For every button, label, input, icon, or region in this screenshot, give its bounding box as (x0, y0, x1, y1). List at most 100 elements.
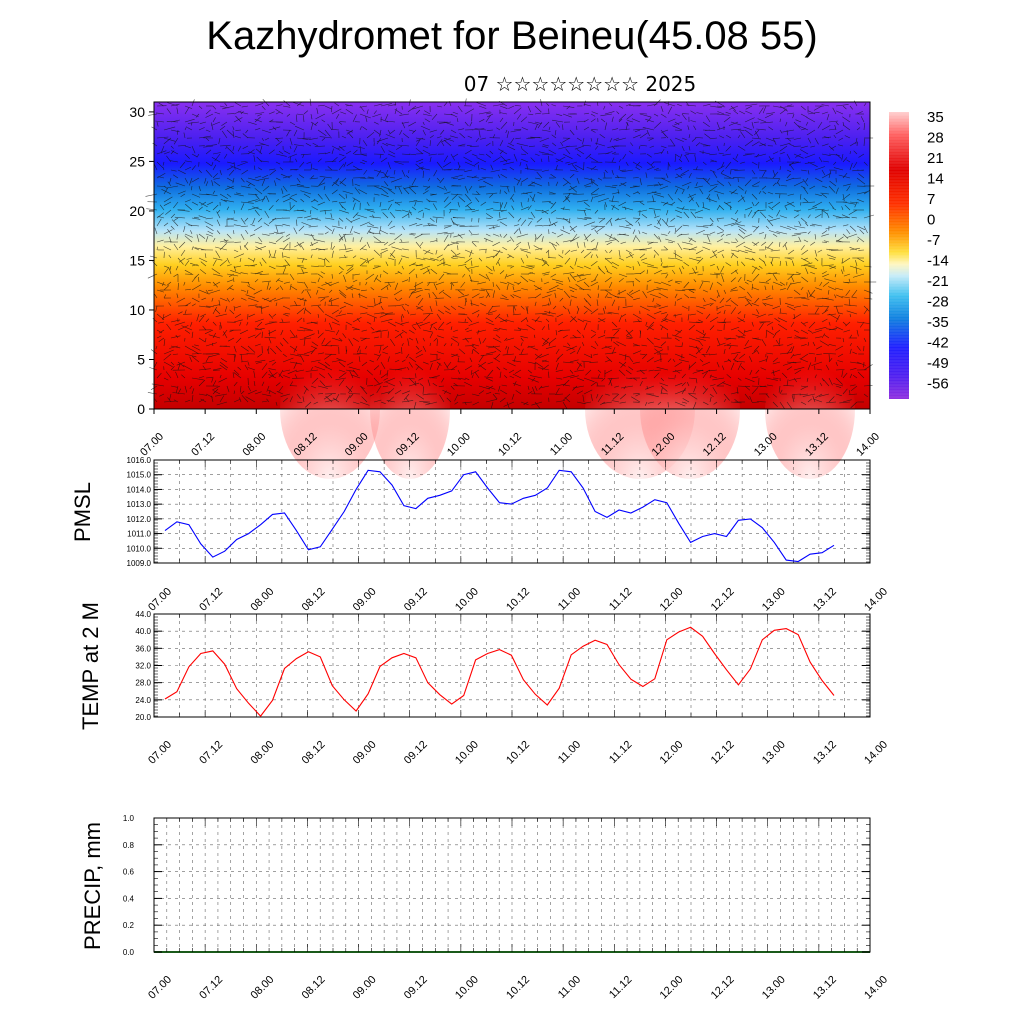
wind-vector (282, 237, 291, 243)
wind-vector (583, 353, 592, 358)
wind-vector (266, 385, 270, 392)
wind-vector (625, 103, 631, 107)
wind-vector (184, 260, 190, 267)
wind-vector (793, 214, 800, 219)
wind-vector (436, 177, 441, 182)
wind-vector (545, 318, 550, 323)
wind-vector (196, 234, 200, 243)
wind-vector (422, 170, 424, 179)
wind-vector (429, 363, 433, 371)
wind-vector (227, 337, 235, 342)
wind-vector (548, 155, 550, 163)
wind-vector (499, 202, 504, 211)
wind-vector (198, 127, 205, 131)
wind-vector (625, 219, 634, 227)
wind-vector (842, 124, 851, 131)
wind-vector (191, 353, 202, 355)
wind-vector (842, 399, 852, 403)
panel-x-tick-label: 07.12 (197, 586, 225, 614)
wind-vector (388, 188, 396, 195)
wind-vector (513, 289, 522, 293)
wind-vector (275, 235, 284, 243)
wind-vector (275, 345, 282, 353)
wind-vector (751, 287, 760, 291)
wind-vector (695, 305, 706, 309)
wind-vector (737, 362, 742, 371)
heatmap-y-tick-label: 20 (129, 203, 145, 219)
wind-vector (385, 143, 396, 147)
wind-vector (601, 377, 606, 382)
wind-vector (690, 110, 697, 115)
wind-vector (299, 161, 305, 168)
wind-vector (332, 397, 340, 403)
wind-vector (226, 166, 233, 171)
wind-vector (751, 225, 758, 228)
wind-vector (779, 281, 786, 286)
wind-vector (617, 289, 627, 295)
wind-vector (597, 153, 610, 155)
wind-vector (187, 127, 193, 131)
wind-vector (289, 121, 296, 126)
wind-vector (863, 308, 869, 315)
wind-vector (677, 104, 683, 107)
wind-vector (605, 217, 613, 225)
wind-vector (841, 214, 851, 219)
wind-vector (730, 289, 739, 292)
wind-vector (373, 129, 381, 136)
wind-vector (216, 230, 221, 235)
wind-vector (616, 111, 620, 115)
wind-vector (327, 166, 333, 171)
wind-vector (550, 201, 557, 209)
wind-vector (212, 204, 219, 211)
wind-vector (466, 145, 473, 147)
wind-vector (583, 209, 587, 217)
wind-vector (310, 359, 321, 363)
wind-vector (382, 351, 389, 355)
wind-vector (567, 276, 571, 283)
wind-vector (716, 231, 724, 235)
wind-vector (743, 329, 746, 334)
wind-vector (849, 313, 852, 318)
wind-vector (552, 119, 564, 123)
wind-vector (293, 227, 298, 235)
wind-vector (779, 193, 781, 199)
wind-vector (471, 241, 480, 243)
wind-vector (359, 305, 368, 310)
wind-vector (438, 273, 445, 281)
wind-vector (499, 221, 508, 227)
wind-vector (365, 257, 375, 263)
wind-vector (835, 294, 844, 299)
wind-vector (819, 393, 830, 397)
wind-vector (184, 145, 191, 149)
wind-vector (793, 353, 802, 356)
wind-vector (177, 129, 179, 135)
wind-vector (496, 127, 501, 131)
wind-vector (768, 126, 774, 131)
wind-vector (312, 142, 319, 147)
wind-vector (688, 257, 700, 262)
wind-vector (247, 297, 259, 302)
wind-vector (737, 319, 745, 323)
wind-vector (730, 269, 738, 275)
precip-y-tick-label: 0.6 (123, 868, 135, 877)
wind-vector (347, 265, 354, 272)
wind-vector (835, 153, 842, 159)
wind-vector (638, 221, 641, 227)
wind-vector (681, 401, 687, 404)
wind-vector (786, 305, 796, 311)
wind-vector (492, 393, 498, 400)
wind-vector (532, 193, 536, 202)
wind-vector (849, 246, 858, 251)
wind-vector (709, 375, 718, 379)
wind-vector (772, 281, 783, 286)
wind-vector (609, 103, 613, 107)
wind-vector (224, 153, 228, 159)
wind-vector (173, 273, 179, 278)
wind-vector (801, 276, 809, 283)
wind-vector (163, 339, 166, 347)
wind-vector (418, 377, 424, 381)
wind-vector (790, 275, 795, 283)
wind-vector (412, 289, 424, 294)
wind-vector (380, 145, 385, 153)
wind-vector (387, 153, 396, 158)
